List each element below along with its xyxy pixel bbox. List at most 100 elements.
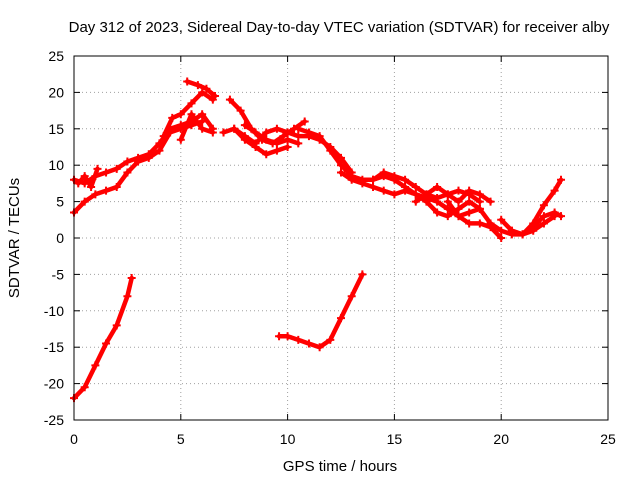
data-point <box>275 332 284 341</box>
data-point <box>539 212 548 221</box>
data-point <box>112 183 121 192</box>
series-track-18 <box>70 274 136 403</box>
data-point <box>422 197 431 206</box>
data-point <box>475 204 484 213</box>
series-line <box>296 126 504 241</box>
data-point <box>240 135 249 144</box>
y-tick-label: -10 <box>44 303 64 319</box>
data-point <box>294 124 303 133</box>
data-point <box>272 124 281 133</box>
data-point <box>304 339 313 348</box>
data-point <box>497 215 506 224</box>
data-point <box>91 361 100 370</box>
data-point <box>168 113 177 122</box>
data-point <box>433 208 442 217</box>
data-point <box>326 335 335 344</box>
data-point <box>187 99 196 108</box>
data-point <box>74 179 83 188</box>
data-point <box>283 135 292 144</box>
data-point <box>443 212 452 221</box>
data-point <box>210 92 219 101</box>
y-tick-label: 25 <box>48 48 64 64</box>
axis-ticks <box>73 55 609 421</box>
data-point <box>379 168 388 177</box>
data-series <box>70 77 566 403</box>
data-point <box>112 321 121 330</box>
series-line <box>71 275 134 401</box>
data-point <box>486 197 495 206</box>
data-point <box>454 197 463 206</box>
data-point <box>279 132 288 141</box>
data-point <box>80 197 89 206</box>
data-point <box>294 335 303 344</box>
data-point <box>337 314 345 323</box>
data-point <box>550 208 559 217</box>
data-point <box>497 226 506 235</box>
series-track-17 <box>507 175 566 239</box>
data-point <box>507 226 516 235</box>
data-point <box>465 197 474 206</box>
data-point <box>294 139 303 148</box>
data-point <box>465 219 474 228</box>
data-point <box>443 190 452 199</box>
data-point <box>283 332 292 341</box>
x-tick-label: 5 <box>177 431 185 447</box>
data-point <box>283 143 292 151</box>
data-point <box>294 132 303 141</box>
y-axis-tick-labels: -25 -20 -15 -10 -5 0 5 10 15 20 25 <box>44 48 64 428</box>
data-point <box>315 343 324 352</box>
data-point <box>347 292 356 301</box>
series-track-11 <box>294 124 506 242</box>
data-point <box>497 234 506 242</box>
y-tick-label: -25 <box>44 412 64 428</box>
y-tick-label: -20 <box>44 376 64 392</box>
data-point <box>251 128 260 137</box>
data-point <box>91 190 100 199</box>
data-point <box>87 183 96 192</box>
series-line <box>76 166 100 190</box>
y-tick-label: -5 <box>52 266 65 282</box>
y-tick-label: 15 <box>48 121 64 137</box>
data-point <box>159 132 168 141</box>
data-point <box>475 219 484 228</box>
data-point <box>272 146 281 155</box>
data-point <box>401 186 410 195</box>
data-point <box>358 179 367 188</box>
data-point <box>155 146 164 155</box>
data-point <box>390 172 399 181</box>
data-point <box>80 172 89 181</box>
series-line <box>184 79 218 99</box>
grid-lines <box>74 56 608 420</box>
data-point <box>454 212 463 221</box>
data-point <box>443 197 452 206</box>
data-point <box>102 168 111 177</box>
data-point <box>379 186 388 195</box>
data-point <box>539 219 548 228</box>
data-point <box>369 175 378 184</box>
data-point <box>198 88 207 97</box>
x-tick-label: 20 <box>493 431 509 447</box>
x-tick-label: 0 <box>70 431 78 447</box>
data-point <box>475 197 484 206</box>
data-point <box>225 95 234 104</box>
x-tick-label: 10 <box>280 431 296 447</box>
series-track-5 <box>176 110 217 144</box>
data-point <box>123 168 132 177</box>
series-track-10 <box>240 121 303 148</box>
y-tick-label: 20 <box>48 84 64 100</box>
y-tick-label: 5 <box>56 194 64 210</box>
data-point <box>557 212 566 221</box>
data-point <box>539 201 548 210</box>
data-point <box>262 128 271 137</box>
data-point <box>93 164 102 173</box>
data-point <box>102 339 111 348</box>
data-point <box>123 292 132 301</box>
data-point <box>176 135 185 144</box>
x-tick-label: 15 <box>387 431 403 447</box>
data-point <box>369 183 378 192</box>
data-point <box>337 168 345 177</box>
data-point <box>550 186 559 195</box>
data-point <box>236 106 245 115</box>
series-track-3 <box>74 164 102 192</box>
data-point <box>127 274 136 283</box>
